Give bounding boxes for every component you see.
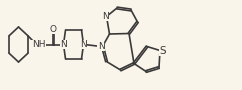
Text: N: N — [60, 40, 67, 49]
Text: O: O — [50, 24, 57, 33]
Text: N: N — [102, 12, 109, 21]
Text: S: S — [160, 46, 166, 56]
Text: N: N — [80, 40, 87, 49]
Text: N: N — [98, 42, 105, 51]
Text: NH: NH — [32, 40, 45, 49]
